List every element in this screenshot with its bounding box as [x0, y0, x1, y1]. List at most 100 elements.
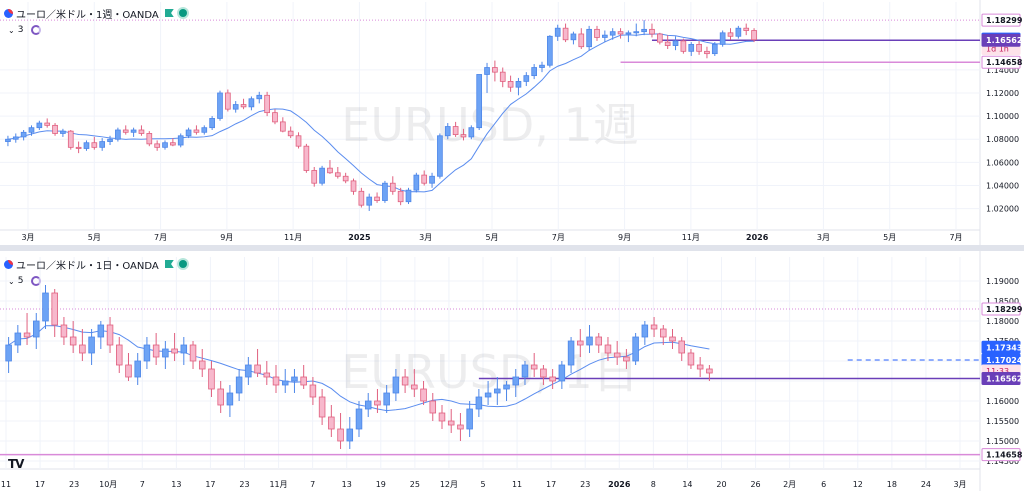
- candle[interactable]: [60, 128, 66, 137]
- pane-divider[interactable]: [0, 245, 1024, 251]
- candle[interactable]: [264, 91, 270, 117]
- candle[interactable]: [180, 337, 188, 365]
- candle[interactable]: [521, 361, 529, 385]
- candle[interactable]: [492, 60, 498, 82]
- candle[interactable]: [279, 117, 286, 133]
- candle[interactable]: [389, 176, 396, 195]
- candle[interactable]: [342, 172, 349, 184]
- price-axis-label[interactable]: 1.14658: [981, 448, 1023, 462]
- candle[interactable]: [577, 329, 584, 357]
- candle[interactable]: [97, 321, 105, 349]
- candle[interactable]: [429, 172, 435, 188]
- candle[interactable]: [254, 349, 261, 377]
- candle[interactable]: [429, 393, 437, 421]
- indicator-swirl-icon[interactable]: [31, 276, 42, 286]
- candle[interactable]: [272, 365, 280, 393]
- candle[interactable]: [217, 90, 223, 121]
- candle[interactable]: [106, 317, 114, 353]
- candle[interactable]: [374, 389, 381, 413]
- candle[interactable]: [226, 385, 234, 417]
- market-open-icon[interactable]: [178, 260, 187, 268]
- candle[interactable]: [494, 377, 501, 405]
- price-axis-label[interactable]: 1.18299: [981, 302, 1023, 316]
- candle[interactable]: [245, 357, 252, 385]
- candle[interactable]: [567, 337, 575, 373]
- candle[interactable]: [719, 30, 726, 47]
- candle[interactable]: [751, 28, 757, 43]
- candle[interactable]: [476, 74, 483, 130]
- candle[interactable]: [594, 25, 600, 41]
- candle[interactable]: [52, 123, 58, 136]
- candle[interactable]: [337, 413, 344, 449]
- chevron-down-icon[interactable]: ⌄: [8, 25, 15, 35]
- candle[interactable]: [558, 361, 566, 389]
- price-axis-label[interactable]: 1.17343: [981, 340, 1022, 354]
- candle[interactable]: [60, 317, 68, 345]
- candle[interactable]: [397, 187, 404, 206]
- candle[interactable]: [198, 349, 206, 377]
- candle[interactable]: [696, 40, 702, 55]
- candle[interactable]: [499, 67, 506, 88]
- candle[interactable]: [263, 361, 271, 385]
- candle[interactable]: [457, 413, 464, 441]
- candle[interactable]: [649, 23, 655, 38]
- candle[interactable]: [185, 127, 192, 139]
- candle[interactable]: [107, 135, 113, 146]
- price-axis-label[interactable]: 1.14658: [981, 55, 1023, 69]
- candle[interactable]: [413, 172, 420, 193]
- candle[interactable]: [130, 127, 137, 137]
- candle[interactable]: [319, 165, 325, 186]
- candle[interactable]: [392, 369, 400, 401]
- candle[interactable]: [484, 62, 490, 93]
- candle[interactable]: [318, 389, 326, 425]
- candle[interactable]: [586, 25, 592, 51]
- candle[interactable]: [170, 138, 176, 147]
- candle[interactable]: [67, 129, 74, 150]
- candle[interactable]: [225, 89, 231, 112]
- candle[interactable]: [328, 405, 335, 437]
- candle[interactable]: [447, 409, 455, 433]
- candle[interactable]: [5, 135, 11, 147]
- candle[interactable]: [727, 28, 734, 40]
- candle[interactable]: [586, 325, 593, 353]
- candle[interactable]: [437, 133, 443, 179]
- candle[interactable]: [523, 72, 530, 87]
- candle[interactable]: [303, 143, 310, 173]
- price-axis-label[interactable]: 1.18299: [981, 13, 1023, 27]
- candle[interactable]: [116, 337, 123, 373]
- candle[interactable]: [346, 417, 354, 449]
- candle[interactable]: [578, 28, 585, 50]
- market-open-icon[interactable]: [178, 9, 187, 17]
- candle[interactable]: [355, 401, 363, 437]
- candle[interactable]: [358, 187, 365, 208]
- candle[interactable]: [23, 313, 31, 345]
- candle[interactable]: [44, 118, 51, 128]
- candle[interactable]: [295, 132, 302, 149]
- candle[interactable]: [688, 42, 695, 56]
- candle[interactable]: [706, 365, 713, 381]
- candle[interactable]: [146, 131, 153, 147]
- candle[interactable]: [411, 369, 418, 397]
- candle[interactable]: [256, 91, 263, 104]
- candle[interactable]: [660, 325, 667, 345]
- candle[interactable]: [83, 140, 90, 151]
- tradingview-logo[interactable]: TV: [8, 457, 25, 471]
- candle[interactable]: [650, 317, 658, 337]
- candle[interactable]: [678, 337, 685, 361]
- candle[interactable]: [232, 101, 239, 113]
- weekly-chart-title[interactable]: ユーロ／米ドル・1週・OANDA: [16, 9, 159, 21]
- weekly-indicator-toggle[interactable]: ⌄ 3: [8, 25, 42, 35]
- candle[interactable]: [291, 369, 298, 393]
- candle[interactable]: [656, 32, 663, 45]
- candle[interactable]: [217, 381, 224, 413]
- candle[interactable]: [743, 23, 750, 36]
- candle[interactable]: [515, 77, 522, 96]
- candle[interactable]: [134, 353, 141, 385]
- candle[interactable]: [421, 170, 428, 186]
- candle[interactable]: [366, 193, 373, 211]
- price-axis-label[interactable]: 1.16562: [981, 372, 1022, 386]
- candle[interactable]: [125, 353, 132, 381]
- price-axis-label[interactable]: 1.17024: [981, 353, 1023, 367]
- candle[interactable]: [122, 125, 129, 135]
- candle[interactable]: [364, 393, 372, 417]
